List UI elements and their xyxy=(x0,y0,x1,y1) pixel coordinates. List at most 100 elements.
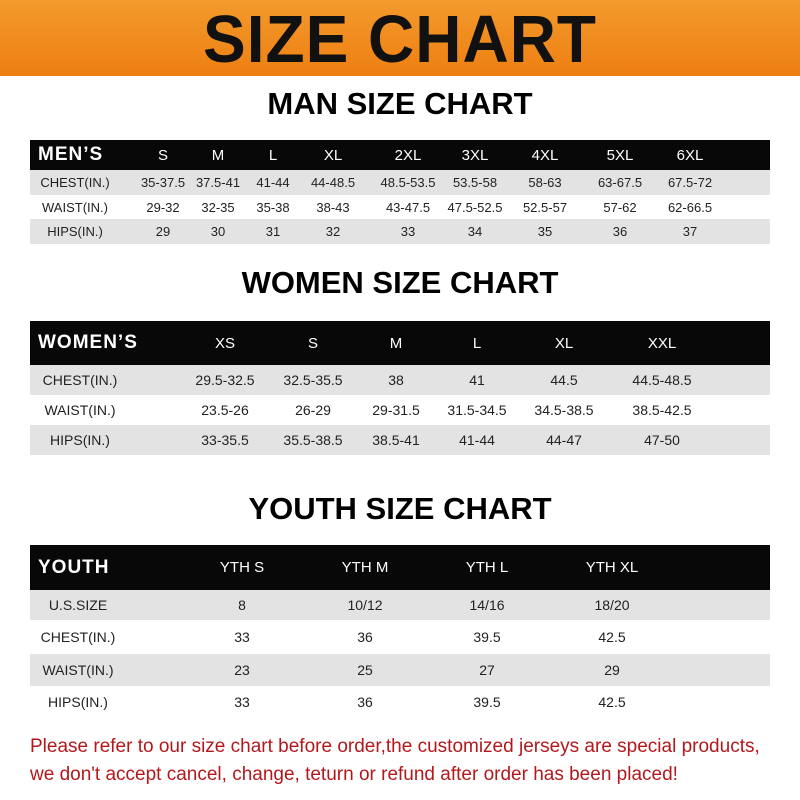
table-cell: 31.5-34.5 xyxy=(447,402,507,418)
table-cell: 44.5-48.5 xyxy=(632,372,692,388)
table-row: CHEST(IN.) 33 36 39.5 42.5 xyxy=(30,620,770,654)
table-cell: 39.5 xyxy=(473,629,501,645)
table-row: WAIST(IN.) 23.5-26 26-29 29-31.5 31.5-34.5 34… xyxy=(30,395,770,425)
table-cell: 35 xyxy=(537,224,553,239)
size-header-cell: 5XL xyxy=(606,146,634,164)
table-cell: 43-47.5 xyxy=(385,199,431,215)
row-label: CHEST(IN.) xyxy=(40,629,116,645)
table-cell: 42.5 xyxy=(598,629,626,645)
table-cell: 18/20 xyxy=(594,597,630,613)
page-title: SIZE CHART xyxy=(203,1,597,77)
table-cell: 38.5-41 xyxy=(372,432,420,448)
size-header-cell: M xyxy=(211,146,225,164)
table-cell: 35-38 xyxy=(256,199,290,215)
table-header-row: MEN’S S M L XL 2XL 3XL 4XL 5XL 6XL xyxy=(30,140,770,170)
table-cell: 29-32 xyxy=(146,199,180,215)
table-cell: 32 xyxy=(325,224,341,239)
table-title-cell: MEN’S xyxy=(38,144,104,165)
size-header-cell: 6XL xyxy=(676,146,704,164)
row-label: HIPS(IN.) xyxy=(50,432,110,448)
table-cell: 23 xyxy=(234,662,250,678)
table-cell: 44-47 xyxy=(546,432,582,448)
table-cell: 67.5-72 xyxy=(667,175,713,190)
table-cell: 36 xyxy=(357,629,373,645)
table-cell: 38-43 xyxy=(316,199,350,215)
table-row: HIPS(IN.) 29 30 31 32 33 34 35 36 37 xyxy=(30,219,770,244)
title-banner: SIZE CHART xyxy=(0,0,800,77)
table-cell: 35.5-38.5 xyxy=(283,432,343,448)
table-cell: 38 xyxy=(388,372,404,388)
table-row: WAIST(IN.) 29-32 32-35 35-38 38-43 43-47.5 47.… xyxy=(30,195,770,219)
table-cell: 29-31.5 xyxy=(372,402,420,418)
size-header-cell: 4XL xyxy=(531,146,559,164)
size-header-cell: YTH L xyxy=(465,559,509,576)
size-header-cell: S xyxy=(307,334,319,352)
row-label: WAIST(IN.) xyxy=(42,199,108,215)
table-cell: 10/12 xyxy=(347,597,383,613)
size-header-cell: S xyxy=(157,146,169,164)
table-cell: 37 xyxy=(682,224,698,239)
table-cell: 41 xyxy=(469,372,485,388)
table-cell: 63-67.5 xyxy=(597,175,643,190)
size-header-cell: 2XL xyxy=(394,146,422,164)
table-cell: 26-29 xyxy=(295,402,331,418)
table-cell: 57-62 xyxy=(603,199,637,215)
table-cell: 30 xyxy=(210,224,226,239)
table-cell: 34 xyxy=(467,224,483,239)
table-cell: 29.5-32.5 xyxy=(195,372,255,388)
table-row: HIPS(IN.) 33-35.5 35.5-38.5 38.5-41 41-44 44-… xyxy=(30,425,770,455)
table-cell: 44-48.5 xyxy=(310,175,356,190)
table-cell: 33 xyxy=(234,694,250,710)
table-row: CHEST(IN.) 35-37.5 37.5-41 41-44 44-48.5 48.5… xyxy=(30,170,770,195)
notice-line-2: we don't accept cancel, change, teturn o… xyxy=(30,764,678,785)
row-label: WAIST(IN.) xyxy=(42,662,114,678)
table-cell: 52.5-57 xyxy=(522,199,568,215)
size-header-cell: L xyxy=(472,334,482,352)
row-label: HIPS(IN.) xyxy=(47,224,103,239)
table-row: WAIST(IN.) 23 25 27 29 xyxy=(30,654,770,686)
table-cell: 53.5-58 xyxy=(452,175,498,190)
table-cell: 42.5 xyxy=(598,694,626,710)
notice-line-1: Please refer to our size chart before or… xyxy=(30,736,760,757)
table-cell: 41-44 xyxy=(459,432,495,448)
table-cell: 48.5-53.5 xyxy=(380,175,436,190)
table-cell: 38.5-42.5 xyxy=(632,402,692,418)
table-cell: 62-66.5 xyxy=(667,199,713,215)
table-cell: 41-44 xyxy=(256,175,290,190)
table-cell: 58-63 xyxy=(528,175,562,190)
table-cell: 36 xyxy=(612,224,628,239)
table-row: HIPS(IN.) 33 36 39.5 42.5 xyxy=(30,686,770,718)
table-cell: 8 xyxy=(238,597,246,613)
table-cell: 36 xyxy=(357,694,373,710)
men-section-title: MAN SIZE CHART xyxy=(267,86,533,121)
table-cell: 33 xyxy=(400,224,416,239)
row-label: CHEST(IN.) xyxy=(42,372,118,388)
size-header-cell: XL xyxy=(554,334,574,352)
table-cell: 39.5 xyxy=(473,694,501,710)
table-title-cell: WOMEN’S xyxy=(38,332,138,353)
table-cell: 23.5-26 xyxy=(201,402,249,418)
size-header-cell: XS xyxy=(214,334,236,352)
table-title-cell: YOUTH xyxy=(38,556,110,578)
table-row: CHEST(IN.) 29.5-32.5 32.5-35.5 38 41 44.5 44.5… xyxy=(30,365,770,395)
youth-section-title: YOUTH SIZE CHART xyxy=(248,491,552,526)
table-cell: 31 xyxy=(265,224,281,239)
size-header-cell: L xyxy=(268,146,278,164)
size-header-cell: YTH XL xyxy=(585,559,639,576)
table-row: U.S.SIZE 8 10/12 14/16 18/20 xyxy=(30,590,770,620)
row-label: CHEST(IN.) xyxy=(40,175,110,190)
table-cell: 47-50 xyxy=(644,432,680,448)
table-cell: 32.5-35.5 xyxy=(283,372,343,388)
women-section-title: WOMEN SIZE CHART xyxy=(241,265,559,300)
table-header-row: YOUTH YTH S YTH M YTH L YTH XL xyxy=(30,545,770,590)
size-header-cell: YTH M xyxy=(341,559,389,576)
table-cell: 44.5 xyxy=(550,372,578,388)
table-cell: 37.5-41 xyxy=(195,175,241,190)
table-cell: 33 xyxy=(234,629,250,645)
table-cell: 35-37.5 xyxy=(140,175,186,190)
table-cell: 33-35.5 xyxy=(201,432,249,448)
table-cell: 27 xyxy=(479,662,495,678)
row-label: HIPS(IN.) xyxy=(48,694,108,710)
table-cell: 29 xyxy=(155,224,171,239)
table-cell: 14/16 xyxy=(469,597,505,613)
